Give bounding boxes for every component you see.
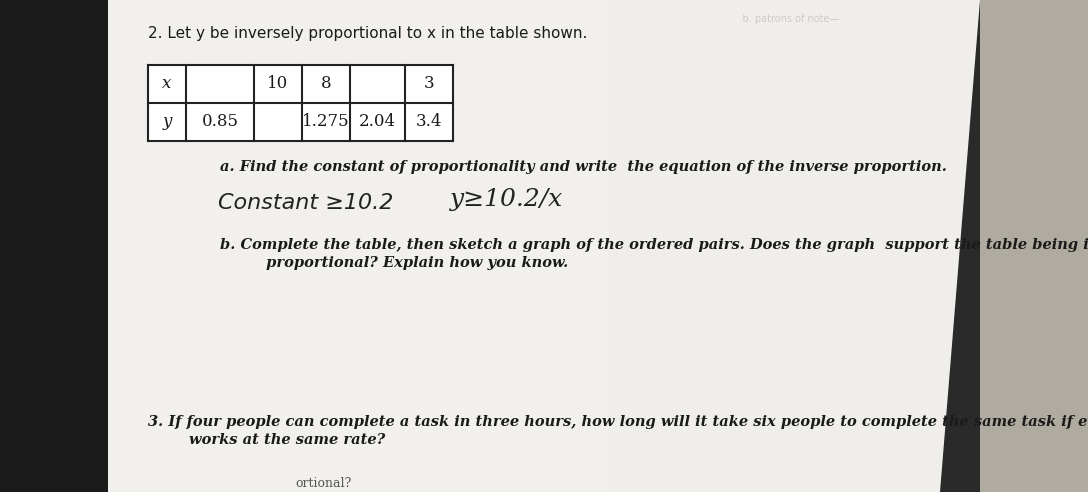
Text: ortional?: ortional? bbox=[295, 477, 351, 490]
Text: y: y bbox=[162, 114, 172, 130]
Text: works at the same rate?: works at the same rate? bbox=[148, 433, 385, 447]
Polygon shape bbox=[108, 0, 980, 492]
Text: proportional? Explain how you know.: proportional? Explain how you know. bbox=[220, 256, 568, 270]
Bar bbox=[0, 0, 108, 492]
Text: a. Find the constant of proportionality and write  the equation of the inverse p: a. Find the constant of proportionality … bbox=[220, 160, 947, 174]
Text: 3. If four people can complete a task in three hours, how long will it take six : 3. If four people can complete a task in… bbox=[148, 415, 1088, 429]
Text: 10: 10 bbox=[268, 75, 288, 92]
Text: 1.275: 1.275 bbox=[302, 114, 350, 130]
Text: Constant ≥10.2: Constant ≥10.2 bbox=[218, 193, 394, 213]
Text: b. Complete the table, then sketch a graph of the ordered pairs. Does the graph : b. Complete the table, then sketch a gra… bbox=[220, 238, 1088, 252]
Bar bbox=[980, 0, 1088, 492]
Text: 3: 3 bbox=[423, 75, 434, 92]
Bar bbox=[108, 0, 608, 492]
Text: 3.4: 3.4 bbox=[416, 114, 442, 130]
Text: x: x bbox=[162, 75, 172, 92]
Text: 0.85: 0.85 bbox=[201, 114, 238, 130]
Text: 2.04: 2.04 bbox=[359, 114, 396, 130]
Bar bbox=[148, 65, 453, 141]
Text: 8: 8 bbox=[321, 75, 332, 92]
Text: y≥10.2/x: y≥10.2/x bbox=[450, 188, 564, 211]
Text: b. patrons of note—: b. patrons of note— bbox=[680, 14, 839, 24]
Text: 2. Let y be inversely proportional to x in the table shown.: 2. Let y be inversely proportional to x … bbox=[148, 26, 588, 41]
